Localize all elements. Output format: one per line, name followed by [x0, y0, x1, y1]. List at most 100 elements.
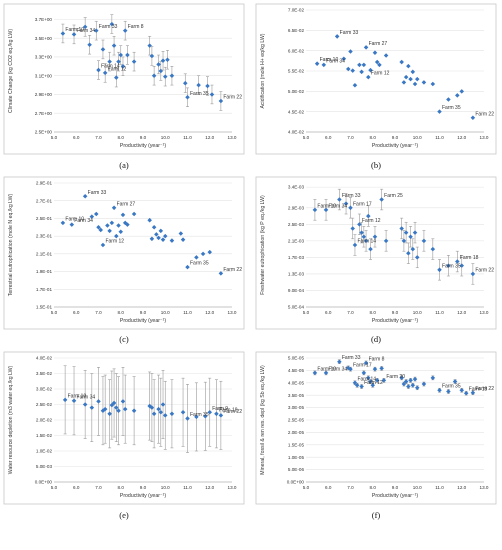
data-point — [209, 92, 215, 97]
data-point — [348, 49, 353, 54]
data-point — [368, 246, 373, 252]
data-point — [94, 211, 99, 217]
data-point — [403, 379, 409, 384]
data-point — [430, 81, 436, 87]
data-point — [96, 225, 101, 230]
y-tick-label: 0.0E+00 — [287, 480, 305, 485]
data-point — [374, 378, 380, 383]
x-tick-label: 9.0 — [140, 485, 147, 490]
point-annotation: Farm 35 — [190, 91, 209, 97]
data-point — [363, 360, 369, 366]
data-point — [149, 236, 155, 242]
data-point — [122, 28, 128, 33]
y-tick-label: 9.0E-04 — [288, 288, 305, 293]
point-annotation: Farm 14 — [357, 376, 376, 382]
data-point — [183, 80, 188, 86]
x-tick-label: 9.0 — [392, 485, 399, 490]
data-point — [82, 402, 88, 407]
data-point — [401, 381, 407, 387]
point-annotation: Farm 27 — [369, 41, 388, 47]
data-point — [383, 53, 389, 58]
y-axis-label: Mineral, fossil & ren res. depl (kg Sb e… — [260, 365, 266, 475]
x-tick-label: 13.0 — [480, 135, 489, 140]
data-point — [403, 74, 409, 80]
y-tick-label: 3.4E-03 — [288, 185, 305, 190]
data-point — [158, 409, 164, 415]
data-point — [459, 263, 465, 268]
x-tick-label: 12.0 — [457, 310, 466, 315]
data-point — [312, 370, 318, 376]
data-point — [218, 413, 224, 418]
data-point — [165, 57, 170, 63]
point-annotation: Farm 33 — [99, 24, 118, 30]
y-tick-label: 3.3E+00 — [35, 55, 53, 60]
y-tick-label: 0.0E+00 — [35, 480, 53, 485]
point-annotation: Farm 10 — [320, 57, 339, 63]
data-point — [357, 62, 362, 68]
data-point — [109, 220, 115, 226]
data-point — [69, 222, 75, 227]
data-point — [421, 381, 427, 387]
data-point — [116, 223, 121, 228]
data-point — [158, 68, 164, 74]
data-point — [169, 73, 175, 78]
x-tick-label: 12.0 — [205, 310, 214, 315]
y-tick-label: 2.0E-02 — [36, 418, 53, 423]
point-annotation: Farm 8 — [369, 356, 385, 362]
data-point — [180, 237, 186, 242]
point-annotation: Farm 20 — [386, 374, 405, 380]
y-tick-label: 5.0E-04 — [288, 305, 305, 310]
y-tick-label: 5.0E-06 — [288, 467, 305, 472]
point-annotation: Farm 35 — [190, 412, 209, 418]
x-tick-label: 13.0 — [228, 310, 237, 315]
data-point — [406, 251, 411, 256]
x-tick-label: 12.0 — [457, 135, 466, 140]
x-tick-label: 9.0 — [392, 310, 399, 315]
x-tick-label: 10.0 — [413, 485, 422, 490]
data-point — [107, 228, 112, 234]
data-point — [94, 28, 99, 33]
data-point — [111, 205, 117, 211]
data-point — [346, 66, 351, 72]
panel-f: 0.0E+00 5.0E-06 1.0E-05 1.5E-05 2.0E-05 2.5E-… — [255, 351, 497, 520]
y-tick-label: 2.1E-03 — [288, 238, 305, 243]
data-point — [100, 242, 106, 248]
data-point — [82, 24, 88, 30]
data-point — [203, 414, 208, 419]
data-point — [131, 59, 137, 64]
data-point — [381, 378, 387, 383]
data-point — [410, 383, 416, 388]
x-tick-label: 7.0 — [347, 485, 354, 490]
data-point — [446, 263, 451, 268]
x-tick-label: 10.0 — [161, 135, 170, 140]
data-point — [377, 62, 382, 68]
y-axis-label: Climate Change (kg CO2 eq./kg LW) — [8, 29, 14, 113]
data-point — [421, 238, 427, 244]
point-annotation: Farm 33 — [342, 193, 361, 199]
data-point — [361, 370, 367, 376]
point-annotation: Farm 34 — [329, 366, 348, 372]
y-tick-label: 6.5E-02 — [288, 28, 305, 33]
x-tick-label: 6.0 — [325, 135, 332, 140]
panel-label: (a) — [119, 160, 129, 170]
x-tick-label: 6.0 — [73, 310, 80, 315]
x-tick-label: 11.0 — [435, 135, 444, 140]
data-point — [437, 387, 442, 393]
x-tick-label: 6.0 — [325, 485, 332, 490]
point-annotation: Farm 33 — [342, 355, 361, 361]
y-tick-label: 1.9E-01 — [36, 269, 53, 274]
point-annotation: Farm 34 — [74, 218, 93, 224]
data-point — [120, 212, 126, 218]
data-point — [379, 366, 384, 371]
x-tick-label: 8.0 — [118, 135, 125, 140]
data-point — [207, 409, 213, 415]
data-point — [399, 375, 404, 381]
point-annotation: Farm 22 — [223, 409, 242, 415]
x-tick-label: 8.0 — [118, 310, 125, 315]
data-point — [169, 238, 175, 243]
data-point — [406, 63, 411, 69]
data-point — [414, 76, 420, 82]
data-point — [156, 62, 161, 67]
y-tick-label: 2.5E-02 — [36, 402, 53, 407]
y-tick-label: 2.3E-01 — [36, 234, 53, 239]
